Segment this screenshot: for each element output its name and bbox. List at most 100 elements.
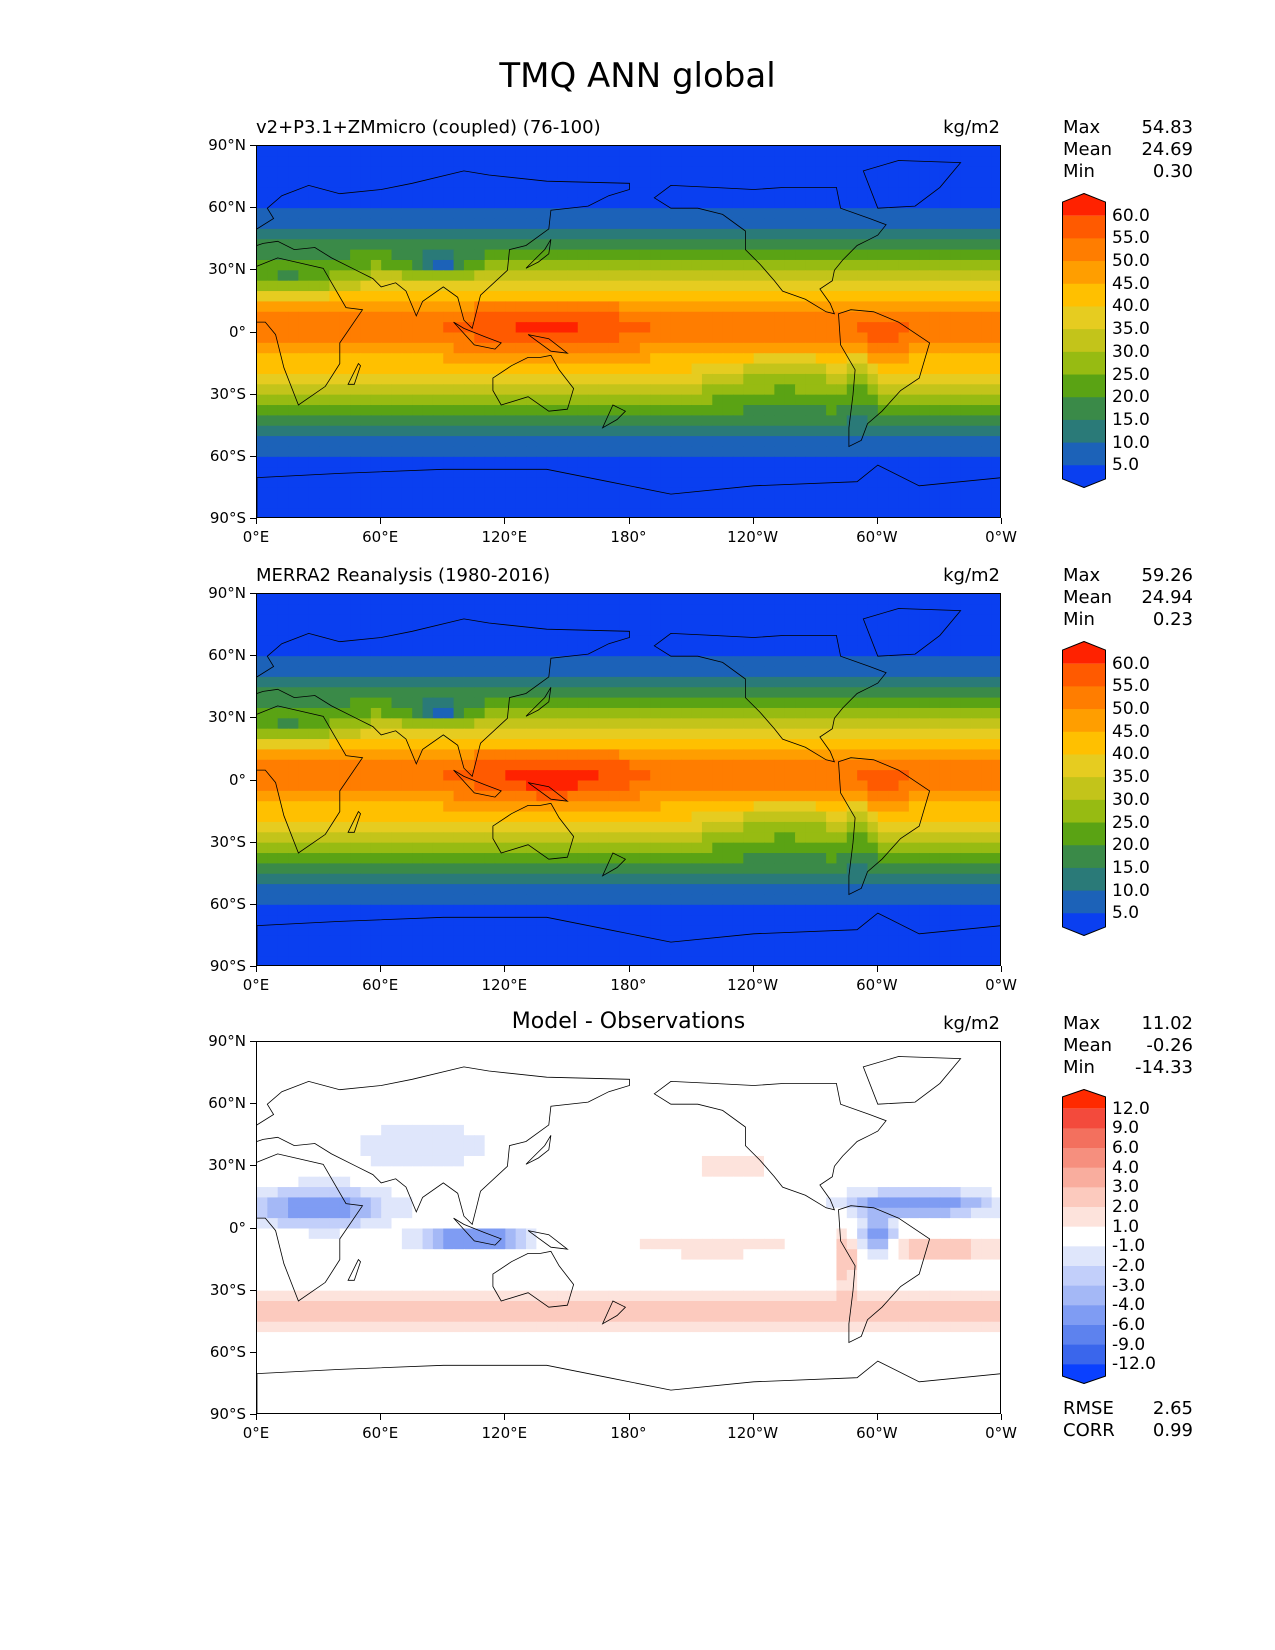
field-cell	[691, 311, 703, 323]
field-cell	[929, 373, 941, 385]
field-cell	[619, 301, 631, 313]
field-cell	[743, 508, 755, 517]
field-cell	[432, 146, 444, 157]
field-cell	[670, 291, 682, 303]
field-cell	[391, 853, 403, 864]
field-cell	[277, 676, 289, 688]
field-cell	[319, 187, 331, 199]
field-cell	[639, 259, 651, 271]
field-cell	[805, 353, 817, 365]
field-cell	[650, 239, 662, 251]
field-cell	[494, 363, 506, 375]
field-cell	[619, 228, 631, 240]
field-cell	[774, 208, 786, 220]
field-cell	[453, 259, 465, 271]
field-cell	[619, 467, 631, 479]
field-cell	[732, 770, 744, 782]
field-cell	[329, 666, 341, 678]
field-cell	[639, 228, 651, 240]
field-cell	[288, 645, 299, 657]
field-cell	[764, 749, 775, 761]
field-cell	[546, 770, 558, 782]
field-cell	[308, 749, 320, 761]
field-cell	[919, 676, 931, 688]
field-cell	[898, 707, 910, 719]
field-cell	[639, 311, 651, 323]
field-cell	[650, 790, 662, 802]
field-cell	[784, 353, 796, 365]
field-cell	[753, 863, 765, 875]
field-cell	[681, 832, 693, 844]
field-cell	[598, 291, 610, 303]
field-cell	[888, 373, 900, 385]
field-cell	[329, 656, 341, 668]
field-cell	[412, 394, 424, 406]
field-cell	[991, 332, 1000, 344]
field-cell	[350, 477, 362, 489]
field-cell	[463, 249, 475, 261]
field-cell	[391, 718, 403, 730]
field-cell	[391, 666, 403, 678]
field-cell	[557, 853, 569, 864]
field-cell	[743, 218, 755, 230]
field-cell	[795, 405, 807, 416]
field-cell	[588, 904, 600, 916]
field-cell	[588, 594, 600, 605]
field-cell	[784, 739, 796, 751]
field-cell	[381, 291, 393, 303]
field-cell	[463, 311, 475, 323]
field-cell	[515, 604, 527, 616]
field-cell	[494, 635, 506, 647]
field-cell	[308, 873, 320, 885]
field-cell	[950, 332, 962, 344]
field-cell	[970, 728, 982, 740]
field-cell	[505, 842, 517, 854]
field-cell	[308, 904, 320, 916]
field-cell	[650, 394, 662, 406]
field-cell	[401, 322, 413, 334]
field-cell	[857, 218, 869, 230]
field-cell	[339, 707, 351, 719]
field-cell	[805, 614, 817, 626]
field-cell	[484, 749, 496, 761]
field-cell	[795, 625, 807, 637]
field-cell	[608, 904, 620, 916]
field-cell	[857, 863, 869, 875]
field-cell	[846, 676, 858, 688]
field-cell	[391, 656, 403, 668]
field-cell	[546, 291, 558, 303]
field-cell	[422, 925, 434, 937]
field-cell	[484, 177, 496, 189]
field-cell	[608, 166, 620, 178]
field-cell	[515, 405, 527, 416]
field-cell	[370, 635, 382, 647]
field-cell	[805, 467, 817, 479]
field-cell	[722, 280, 734, 292]
field-cell	[288, 853, 299, 864]
field-cell	[764, 821, 775, 833]
field-cell	[350, 415, 362, 427]
field-cell	[701, 801, 713, 813]
field-cell	[608, 739, 620, 751]
field-cell	[546, 604, 558, 616]
field-cell	[826, 177, 838, 189]
field-cell	[505, 280, 517, 292]
field-cell	[443, 363, 455, 375]
field-cell	[474, 487, 486, 499]
field-cell	[267, 925, 279, 937]
field-cell	[484, 249, 496, 261]
field-cell	[795, 904, 807, 916]
field-cell	[826, 821, 838, 833]
colorbar	[1062, 192, 1106, 492]
field-cell	[784, 759, 796, 771]
field-cell	[764, 832, 775, 844]
field-cell	[950, 239, 962, 251]
field-cell	[557, 146, 569, 157]
field-cell	[391, 342, 403, 354]
field-cell	[298, 863, 310, 875]
field-cell	[815, 373, 827, 385]
field-cell	[639, 739, 651, 751]
field-cell	[298, 759, 310, 771]
field-cell	[350, 291, 362, 303]
field-cell	[981, 342, 993, 354]
